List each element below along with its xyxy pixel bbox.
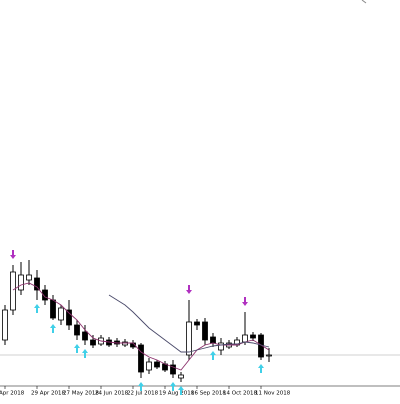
candle-body: [50, 299, 56, 319]
candle-body: [26, 274, 32, 281]
candle-body: [74, 324, 80, 336]
fractal-down-arrow: [138, 382, 144, 391]
x-tick-label: 14 Oct 2018: [223, 391, 258, 397]
candle-body: [2, 309, 8, 341]
fractal-down-arrow: [82, 349, 88, 358]
candle-body: [194, 321, 200, 326]
candle-body: [138, 344, 144, 373]
candle-body: [186, 321, 192, 356]
fractal-down-arrow: [210, 351, 216, 360]
candle-body: [122, 341, 128, 346]
fractal-down-arrow: [258, 364, 264, 373]
fractal-up-arrow: [10, 250, 16, 259]
candle-body: [66, 309, 72, 326]
fractal-down-arrow: [50, 324, 56, 333]
fractal-down-arrow: [34, 304, 40, 313]
x-tick-label: 11 Nov 2018: [255, 391, 291, 397]
x-tick-label: 29 Apr 2018: [31, 391, 66, 397]
candle-body: [42, 289, 48, 301]
x-tick-label: 22 Jul 2018: [127, 391, 159, 397]
candle-body: [10, 271, 16, 311]
candle-body: [202, 321, 208, 341]
candle-body: [34, 277, 40, 291]
moving-average-line: [12, 282, 270, 371]
candle-body: [242, 334, 248, 343]
x-tick-label: 27 May 2018: [63, 391, 99, 397]
candle-body: [250, 334, 256, 339]
x-tick-label: 19 Aug 2018: [159, 391, 195, 397]
candle-body: [58, 307, 64, 321]
corner-marker: [361, 0, 367, 4]
candle-body: [90, 339, 96, 346]
x-tick-label: 24 Jun 2018: [95, 391, 129, 397]
x-tick-label: Apr 2018: [0, 391, 25, 397]
candle-body: [210, 336, 216, 344]
candle-body: [266, 354, 272, 357]
fractal-down-arrow: [74, 344, 80, 353]
fractal-up-arrow: [186, 285, 192, 294]
candle-body: [18, 274, 24, 291]
candle-body: [170, 364, 176, 375]
candle-body: [82, 331, 88, 341]
candle-body: [154, 361, 160, 368]
fractal-down-arrow: [170, 382, 176, 391]
fractal-up-arrow: [242, 297, 248, 306]
candle-body: [218, 342, 224, 351]
moving-average-line: [108, 294, 270, 353]
candle-body: [146, 361, 152, 371]
candle-body: [178, 374, 184, 379]
fractal-down-arrow: [178, 386, 184, 395]
x-tick-label: 16 Sep 2018: [191, 391, 226, 397]
